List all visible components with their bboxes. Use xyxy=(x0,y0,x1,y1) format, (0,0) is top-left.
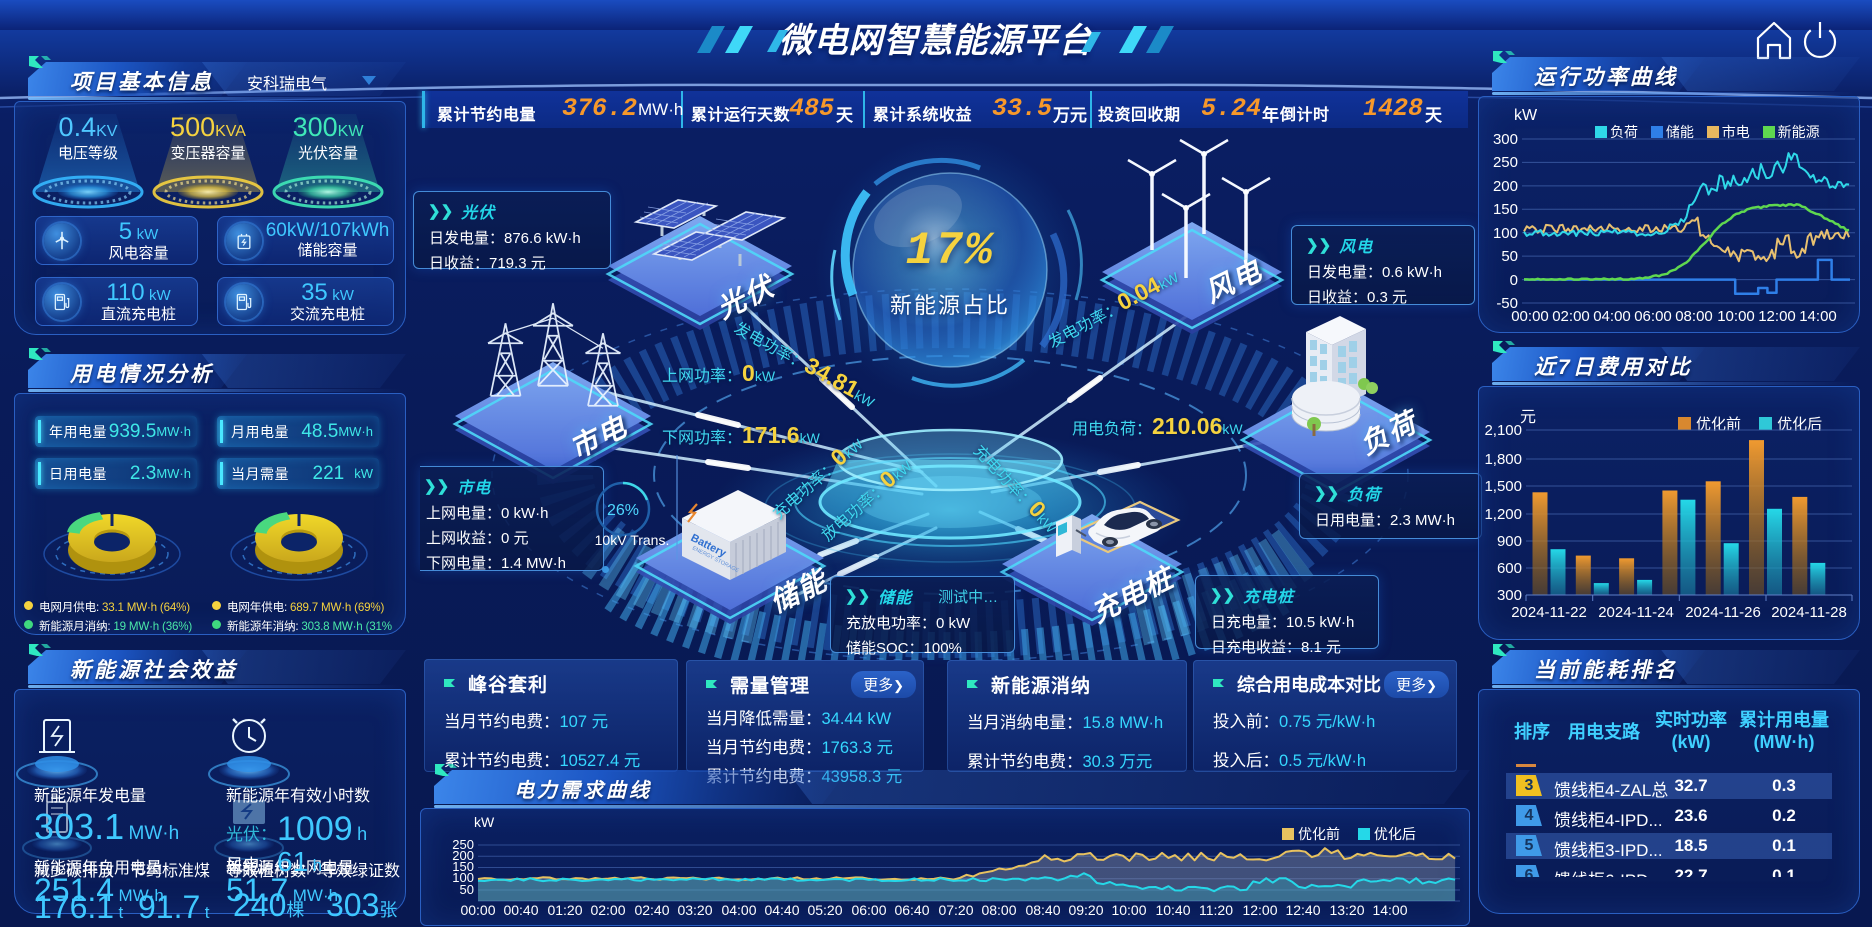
svg-text:900: 900 xyxy=(1497,533,1522,550)
svg-text:26%: 26% xyxy=(607,502,639,519)
svg-text:12:40: 12:40 xyxy=(1285,902,1320,918)
svg-text:100: 100 xyxy=(1493,225,1518,242)
svg-text:04:00: 04:00 xyxy=(1593,308,1631,325)
svg-text:14:00: 14:00 xyxy=(1799,308,1837,325)
svg-text:1,200: 1,200 xyxy=(1484,506,1522,523)
svg-text:0: 0 xyxy=(1510,272,1518,289)
svg-text:100: 100 xyxy=(452,870,474,885)
svg-text:2024-11-22: 2024-11-22 xyxy=(1511,604,1587,621)
svg-text:08:40: 08:40 xyxy=(1025,902,1060,918)
svg-text:200: 200 xyxy=(1493,178,1518,195)
svg-text:2024-11-24: 2024-11-24 xyxy=(1598,604,1674,621)
svg-text:300: 300 xyxy=(1493,131,1518,148)
svg-text:06:00: 06:00 xyxy=(851,902,886,918)
svg-text:10:00: 10:00 xyxy=(1111,902,1146,918)
svg-text:05:20: 05:20 xyxy=(807,902,842,918)
svg-text:07:20: 07:20 xyxy=(938,902,973,918)
svg-text:2024-11-26: 2024-11-26 xyxy=(1685,604,1761,621)
svg-text:12:00: 12:00 xyxy=(1242,902,1277,918)
svg-text:03:20: 03:20 xyxy=(677,902,712,918)
svg-text:02:00: 02:00 xyxy=(590,902,625,918)
svg-text:150: 150 xyxy=(1493,201,1518,218)
svg-text:50: 50 xyxy=(1501,248,1518,265)
svg-text:200: 200 xyxy=(452,848,474,863)
svg-text:150: 150 xyxy=(452,859,474,874)
svg-text:02:40: 02:40 xyxy=(634,902,669,918)
svg-text:06:00: 06:00 xyxy=(1634,308,1672,325)
svg-text:1,500: 1,500 xyxy=(1484,478,1522,495)
svg-text:00:40: 00:40 xyxy=(503,902,538,918)
svg-text:01:20: 01:20 xyxy=(547,902,582,918)
svg-text:250: 250 xyxy=(1493,154,1518,171)
svg-text:10:00: 10:00 xyxy=(1717,308,1755,325)
svg-text:10:40: 10:40 xyxy=(1155,902,1190,918)
svg-text:12:00: 12:00 xyxy=(1758,308,1796,325)
svg-text:250: 250 xyxy=(452,837,474,852)
svg-text:600: 600 xyxy=(1497,560,1522,577)
svg-text:13:20: 13:20 xyxy=(1329,902,1364,918)
svg-text:08:00: 08:00 xyxy=(981,902,1016,918)
svg-text:09:20: 09:20 xyxy=(1068,902,1103,918)
svg-text:08:00: 08:00 xyxy=(1675,308,1713,325)
svg-text:14:00: 14:00 xyxy=(1372,902,1407,918)
svg-text:2024-11-28: 2024-11-28 xyxy=(1771,604,1847,621)
svg-text:00:00: 00:00 xyxy=(1511,308,1549,325)
svg-text:2,100: 2,100 xyxy=(1484,422,1522,439)
svg-text:04:40: 04:40 xyxy=(764,902,799,918)
svg-text:00:00: 00:00 xyxy=(460,902,495,918)
svg-text:300: 300 xyxy=(1497,587,1522,604)
svg-text:11:20: 11:20 xyxy=(1199,902,1233,918)
svg-text:1,800: 1,800 xyxy=(1484,451,1522,468)
svg-text:50: 50 xyxy=(460,882,474,897)
svg-text:04:00: 04:00 xyxy=(721,902,756,918)
svg-text:02:00: 02:00 xyxy=(1552,308,1590,325)
svg-text:-50: -50 xyxy=(1496,295,1518,312)
svg-text:06:40: 06:40 xyxy=(894,902,929,918)
